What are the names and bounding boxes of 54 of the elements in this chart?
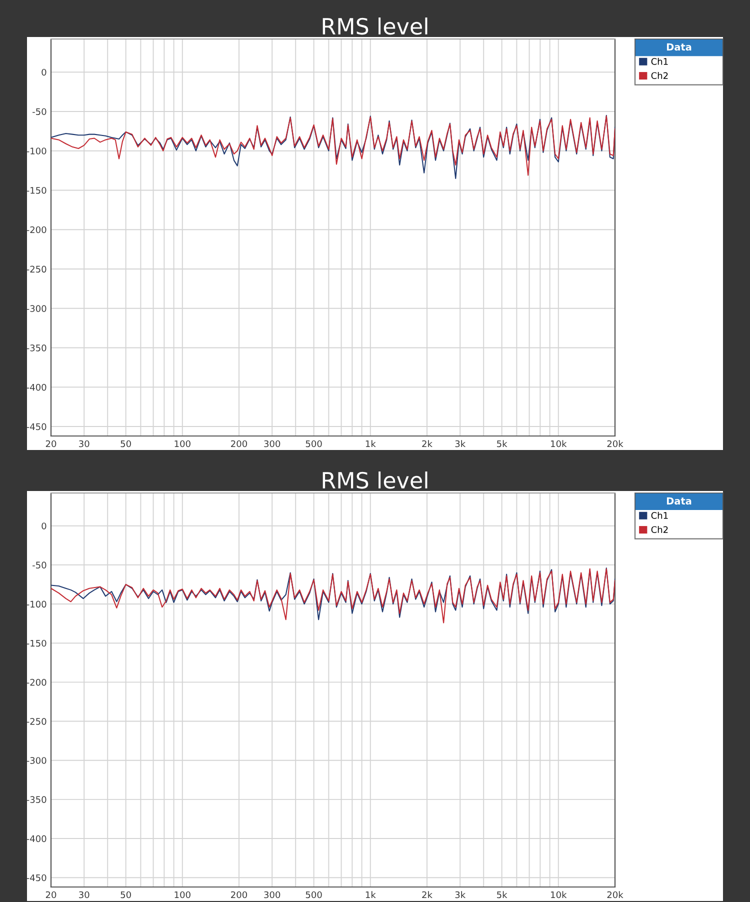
x-tick-label: 500 bbox=[306, 891, 322, 898]
y-tick-label: 0 bbox=[42, 522, 46, 530]
x-tick-label: 5k bbox=[497, 440, 508, 448]
y-tick-label: -50 bbox=[32, 108, 46, 116]
y-tick-label: -150 bbox=[26, 186, 46, 194]
x-tick-label: 3k bbox=[455, 891, 466, 898]
y-tick-label: -200 bbox=[26, 678, 46, 686]
y-tick-label: -400 bbox=[26, 384, 46, 391]
x-tick-label: 50 bbox=[120, 891, 131, 898]
x-tick-label: 1k bbox=[366, 891, 376, 898]
x-tick-label: 300 bbox=[264, 440, 280, 448]
x-tick-label: 200 bbox=[231, 440, 248, 448]
x-tick-label: 20k bbox=[607, 891, 624, 898]
x-tick-label: 200 bbox=[231, 891, 248, 898]
legend-label: Ch2 bbox=[651, 72, 668, 80]
y-tick-label: -100 bbox=[26, 600, 46, 608]
x-tick-label: 100 bbox=[174, 440, 190, 448]
x-tick-label: 2k bbox=[422, 891, 432, 898]
y-tick-label: -100 bbox=[26, 148, 46, 154]
y-tick-label: -350 bbox=[26, 796, 46, 804]
y-tick-label: -300 bbox=[26, 757, 46, 764]
y-tick-label: 0 bbox=[42, 68, 46, 76]
x-tick-label: 20 bbox=[46, 440, 56, 448]
y-tick-label: -250 bbox=[26, 718, 46, 725]
x-tick-label: 2k bbox=[422, 440, 432, 448]
y-tick-label: -300 bbox=[26, 305, 46, 312]
chart-title: RMS level bbox=[322, 17, 428, 35]
x-tick-label: 100 bbox=[174, 891, 190, 898]
x-tick-label: 3k bbox=[455, 440, 466, 448]
legend-label: Ch1 bbox=[651, 58, 668, 65]
x-tick-label: 5k bbox=[497, 891, 508, 898]
x-tick-label: 20 bbox=[46, 891, 56, 898]
y-tick-label: -200 bbox=[26, 226, 46, 234]
y-tick-label: -50 bbox=[32, 562, 46, 568]
legend-title: Data bbox=[666, 497, 692, 505]
x-tick-label: 30 bbox=[79, 891, 90, 898]
legend-label: Ch1 bbox=[651, 512, 668, 519]
x-tick-label: 20k bbox=[607, 440, 624, 448]
legend-label: Ch2 bbox=[651, 526, 668, 534]
chart-title: RMS level bbox=[322, 471, 428, 489]
y-tick-label: -400 bbox=[26, 835, 46, 842]
y-tick-label: -450 bbox=[26, 423, 46, 430]
x-tick-label: 1k bbox=[366, 440, 376, 448]
y-tick-label: -250 bbox=[26, 266, 46, 273]
x-tick-label: 30 bbox=[79, 440, 90, 448]
y-tick-label: -350 bbox=[26, 344, 46, 352]
x-tick-label: 500 bbox=[306, 440, 322, 448]
legend-title: Data bbox=[666, 43, 692, 51]
y-tick-label: -450 bbox=[26, 874, 46, 882]
x-tick-label: 10k bbox=[551, 891, 567, 898]
x-tick-label: 10k bbox=[551, 440, 567, 448]
y-tick-label: -150 bbox=[26, 640, 46, 647]
x-tick-label: 50 bbox=[120, 440, 131, 448]
x-tick-label: 300 bbox=[264, 891, 280, 898]
